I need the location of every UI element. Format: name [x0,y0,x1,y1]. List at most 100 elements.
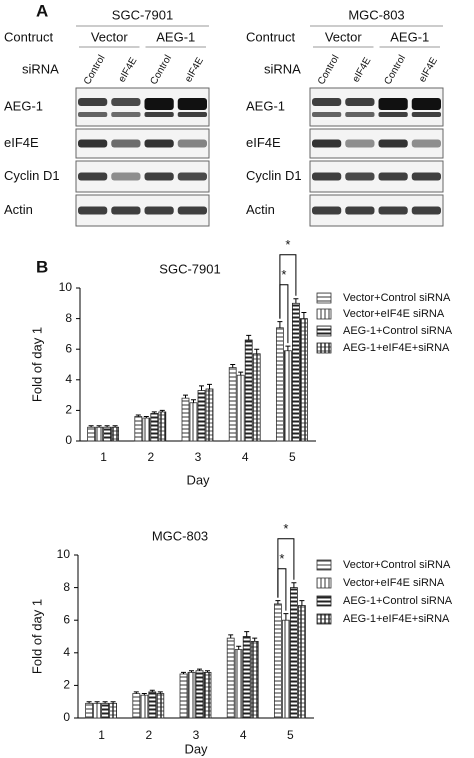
error-bar [135,414,141,417]
band [345,172,375,181]
band [411,98,441,110]
error-bar [277,321,283,328]
annotation: * [285,237,290,252]
y-tick-label: 10 [59,280,73,294]
band [312,112,342,117]
error-bar [293,298,299,304]
construct-label: Vector [325,29,363,44]
error-bar [291,582,297,588]
band [144,172,174,181]
row-header: siRNA [264,61,301,76]
bar [158,411,167,442]
bar [181,397,190,442]
legend-label: Vector+eIF4E siRNA [343,308,445,320]
x-axis-label: Day [186,472,210,487]
x-tick-label: 3 [193,728,200,742]
band [111,172,141,181]
error-bar [246,334,252,341]
error-bar [244,631,250,637]
bar [281,619,290,719]
error-bar [88,425,94,428]
y-tick-label: 0 [63,710,70,724]
error-bar [102,701,108,704]
lane-label: Control [148,53,174,86]
error-bar [254,348,260,354]
error-bar [143,416,149,419]
band [177,112,207,117]
band [345,98,375,106]
bar [289,587,298,719]
y-tick-label: 0 [65,433,72,447]
error-bar [238,371,244,376]
band [312,172,342,181]
bar [236,374,245,442]
bar [244,339,253,442]
bar [101,702,109,719]
row-label: Actin [4,202,33,217]
error-bar [133,691,139,694]
bar [179,673,188,719]
error-bar [301,311,307,319]
bar [85,702,93,719]
y-tick-label: 2 [65,403,72,417]
legend-label: Vector+eIF4E siRNA [343,577,445,589]
bar [228,367,237,442]
error-bar [151,411,157,414]
legend-swatch [316,308,332,320]
legend-swatch [316,613,332,625]
y-tick-label: 8 [63,580,70,594]
bar [156,693,165,719]
chart-title: MGC-803 [152,528,208,543]
x-tick-label: 1 [100,450,107,464]
error-bar [199,385,204,391]
band [78,139,108,148]
band [345,139,375,148]
legend-swatch [316,559,332,571]
bar [189,402,198,442]
legend-label: AEG-1+Control siRNA [343,595,453,607]
panel-label: B [36,257,48,276]
band [111,139,141,148]
bar [140,694,149,719]
lane-label: eIF4E [117,55,140,84]
significance-bracket [277,538,295,598]
error-bar [191,399,196,403]
row-header: Contruct [4,29,54,44]
blot-title: SGC-7901 [112,7,173,22]
bar [234,649,243,719]
band [411,206,441,215]
error-bar [141,693,147,696]
band [144,206,174,215]
band [177,98,207,110]
bar [142,417,151,442]
band [312,98,342,106]
bar [93,702,101,719]
x-tick-label: 5 [289,450,296,464]
lane-label: Control [82,53,108,86]
legend-swatch [316,342,332,354]
error-bar [189,670,194,673]
bar [195,670,204,719]
legend-label: AEG-1+eIF4E+siRNA [343,342,450,354]
row-label: Cyclin D1 [246,168,302,183]
band [78,172,108,181]
band [378,139,408,148]
band [378,172,408,181]
construct-label: AEG-1 [390,29,429,44]
error-bar [104,425,110,428]
band [111,112,141,117]
error-bar [86,701,92,704]
y-axis-label: Fold of day 1 [29,599,44,674]
band [411,112,441,117]
y-tick-label: 6 [65,341,72,355]
error-bar [230,364,236,368]
row-label: AEG-1 [4,98,43,113]
error-bar [228,634,234,639]
band [144,98,174,110]
error-bar [112,425,118,428]
legend-label: Vector+Control siRNA [343,292,451,304]
error-bar [285,345,291,351]
band [177,206,207,215]
construct-label: Vector [91,29,129,44]
bar [252,353,261,442]
